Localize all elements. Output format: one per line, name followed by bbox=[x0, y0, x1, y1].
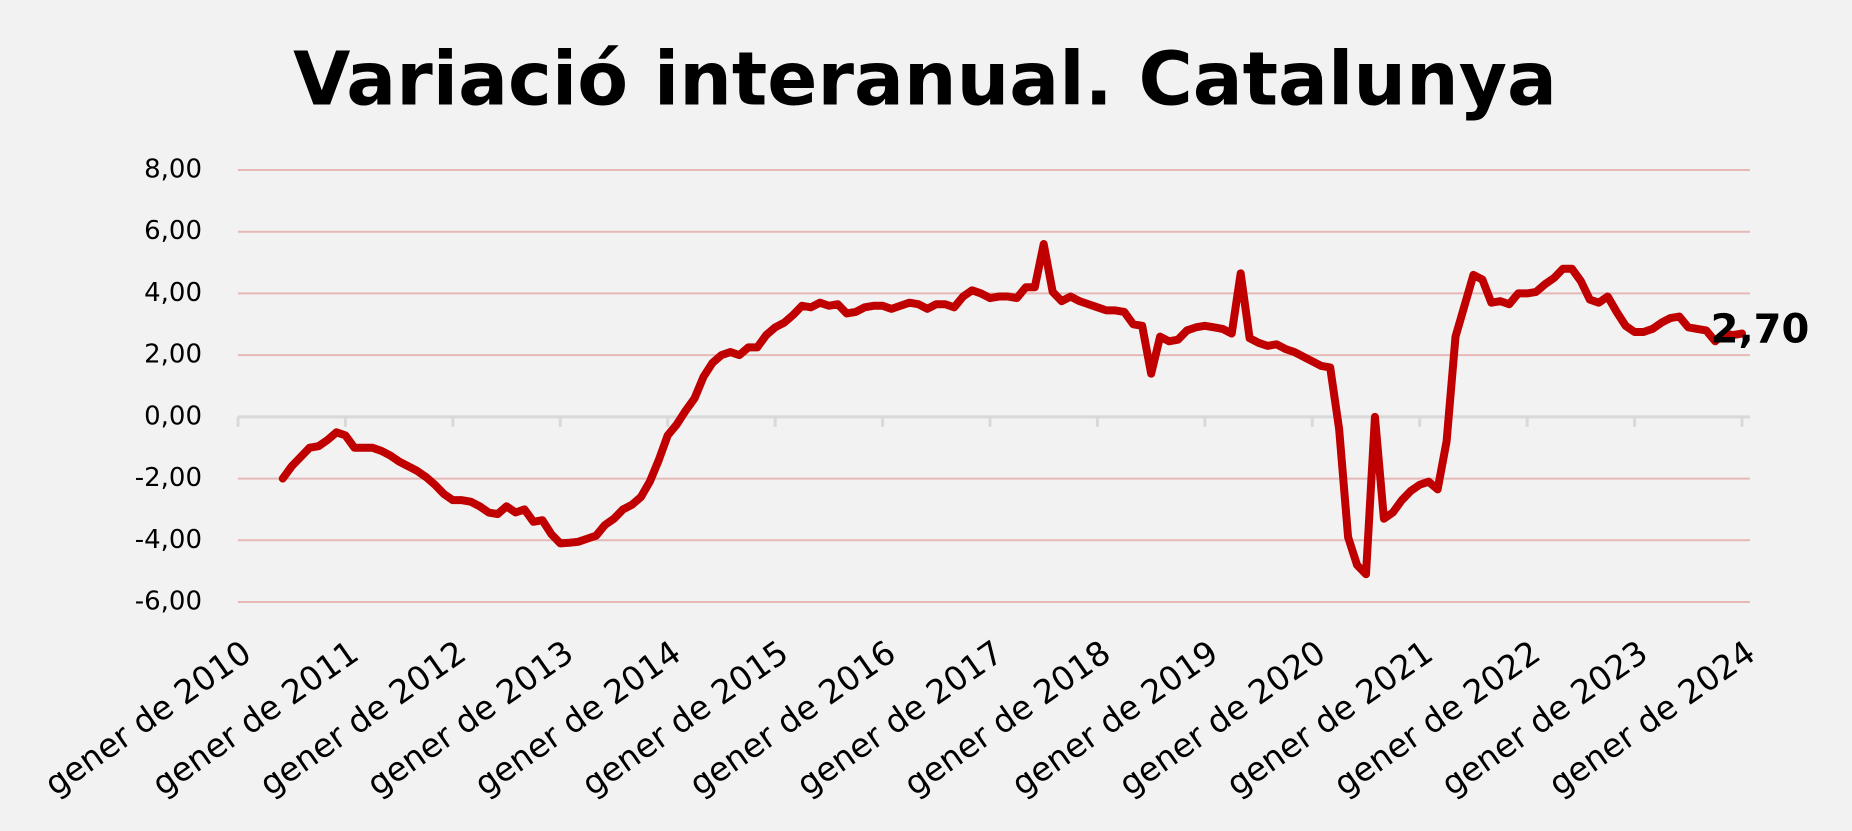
y-tick-label: -4,00 bbox=[135, 525, 202, 555]
y-tick-label: 2,00 bbox=[144, 340, 202, 370]
y-tick-label: 8,00 bbox=[144, 155, 202, 185]
y-tick-label: 4,00 bbox=[144, 278, 202, 308]
y-tick-label: 6,00 bbox=[144, 216, 202, 246]
data-label: 2,70 bbox=[1711, 307, 1810, 353]
y-tick-label: -6,00 bbox=[135, 587, 202, 617]
y-tick-label: -2,00 bbox=[135, 463, 202, 493]
chart-title: Variació interanual. Catalunya bbox=[293, 37, 1557, 123]
line bbox=[278, 240, 1746, 579]
y-tick-label: 0,00 bbox=[144, 401, 202, 431]
